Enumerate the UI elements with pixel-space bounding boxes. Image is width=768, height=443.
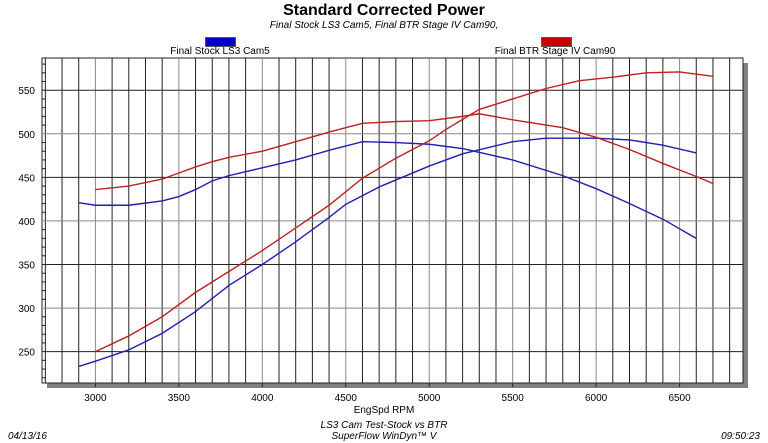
x-tick-label: 4500 xyxy=(335,393,358,404)
x-tick-label: 3000 xyxy=(84,393,107,404)
chart-subtitle: Final Stock LS3 Cam5, Final BTR Stage IV… xyxy=(269,20,499,31)
series-line-0 xyxy=(78,140,697,239)
legend-swatch-stock xyxy=(205,37,236,47)
x-tick-label: 5500 xyxy=(502,393,525,404)
x-tick-label: 4000 xyxy=(251,393,274,404)
x-tick-label: 3500 xyxy=(168,393,191,404)
legend-label-stock: Final Stock LS3 Cam5 xyxy=(170,46,270,57)
y-tick-label: 450 xyxy=(18,173,35,184)
y-tick-label: 350 xyxy=(18,261,35,272)
chart-title: Standard Corrected Power xyxy=(283,2,485,19)
footer-software: SuperFlow WinDyn™ V xyxy=(331,431,437,442)
legend-swatch-btr xyxy=(541,37,572,47)
footer-test-name: LS3 Cam Test-Stock vs BTR xyxy=(320,420,448,431)
x-axis-label: EngSpd RPM xyxy=(353,405,415,416)
x-tick-label: 6000 xyxy=(585,393,608,404)
x-tick-label: 6500 xyxy=(668,393,691,404)
series-line-1 xyxy=(78,137,697,368)
y-tick-label: 250 xyxy=(18,348,35,359)
footer-date: 04/13/16 xyxy=(8,431,47,442)
series-line-2 xyxy=(95,113,714,191)
x-tick-label: 5000 xyxy=(418,393,441,404)
legend-label-btr: Final BTR Stage IV Cam90 xyxy=(494,46,616,57)
y-tick-label: 300 xyxy=(18,304,35,315)
y-tick-label: 550 xyxy=(18,86,35,97)
series-line-3 xyxy=(95,71,714,353)
y-tick-label: 400 xyxy=(18,217,35,228)
footer-time: 09:50:23 xyxy=(721,431,760,442)
y-tick-label: 500 xyxy=(18,130,35,141)
